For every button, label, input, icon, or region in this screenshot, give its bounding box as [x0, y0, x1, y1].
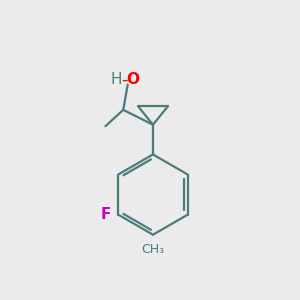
Text: -: -	[122, 70, 128, 88]
Text: O: O	[127, 72, 140, 87]
Text: H: H	[111, 72, 122, 87]
Text: F: F	[100, 207, 111, 222]
Text: CH₃: CH₃	[141, 243, 164, 256]
